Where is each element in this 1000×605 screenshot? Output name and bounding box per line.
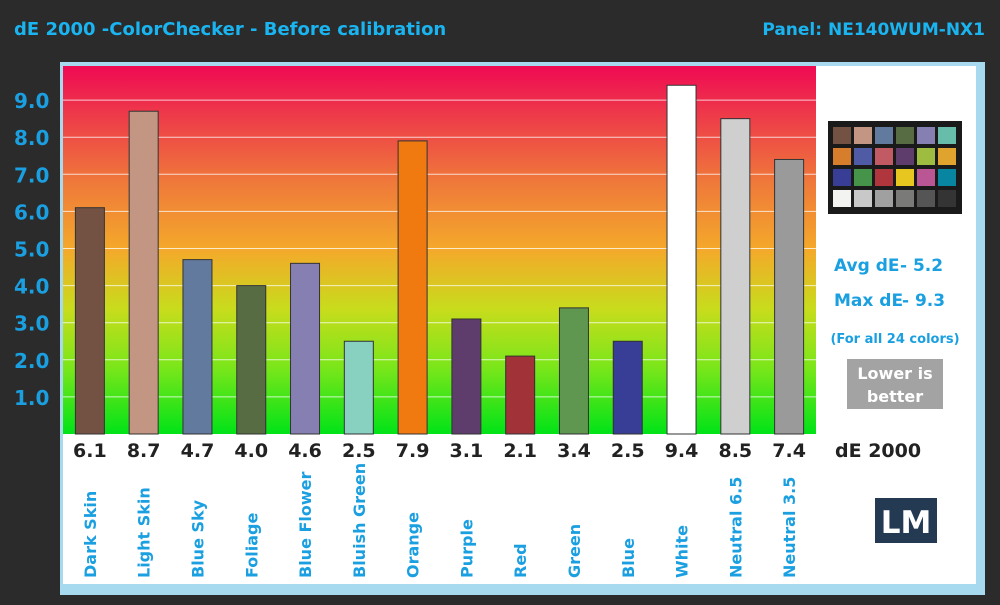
bar-value-label: 8.7 — [127, 440, 161, 462]
colorchecker-swatch — [875, 148, 893, 165]
colorchecker-swatch — [896, 127, 914, 144]
category-label: Blue Flower — [296, 471, 315, 578]
avg-de-value: - 5.2 — [900, 256, 943, 276]
category-label: Blue Sky — [188, 499, 207, 578]
colorchecker-swatch — [833, 148, 851, 165]
value-labels: 6.1 8.7 4.7 4.0 4.6 2.5 7.9 3.1 2.1 3.4 2.5 9.4 8.5 7… — [73, 440, 806, 462]
colorchecker-swatch — [938, 148, 956, 165]
bar-value-label: 4.6 — [288, 440, 322, 462]
colorchecker-swatch — [896, 169, 914, 186]
bar — [720, 118, 751, 435]
bar-value-label: 2.5 — [342, 440, 376, 462]
bar — [182, 259, 213, 435]
x-axis-label: dE 2000 — [835, 440, 921, 462]
bar-value-label: 4.7 — [181, 440, 215, 462]
bar-value-label: 7.9 — [396, 440, 430, 462]
bar-value-label: 4.0 — [234, 440, 268, 462]
bar-value-label: 8.5 — [718, 440, 752, 462]
colorchecker-swatches — [833, 127, 956, 207]
logo-badge — [875, 498, 937, 543]
y-tick-label: 2.0 — [14, 349, 49, 373]
bar — [666, 84, 697, 435]
colorchecker-swatch — [917, 190, 935, 207]
lower-is-better-line2: better — [867, 387, 923, 406]
colorchecker-swatch — [938, 127, 956, 144]
category-label: Purple — [457, 519, 476, 578]
category-label: Light Skin — [135, 487, 154, 578]
panel-label: Panel: NE140WUM-NX1 — [762, 20, 985, 40]
category-label: Neutral 3.5 — [780, 477, 799, 578]
bar — [612, 340, 643, 435]
bar-value-label: 2.1 — [503, 440, 537, 462]
y-axis-ticks: 1.0 2.0 3.0 4.0 5.0 6.0 7.0 8.0 9.0 — [14, 89, 49, 410]
category-label: White — [673, 525, 692, 578]
bar — [558, 307, 589, 435]
bar-value-label: 6.1 — [73, 440, 107, 462]
bar-value-label: 3.1 — [450, 440, 484, 462]
category-label: Orange — [404, 512, 423, 578]
bar — [236, 285, 267, 435]
colorchecker-swatch — [875, 190, 893, 207]
colorchecker-swatch — [896, 190, 914, 207]
colorchecker-swatch — [854, 190, 872, 207]
y-tick-label: 8.0 — [14, 126, 49, 150]
colorchecker-swatch — [896, 148, 914, 165]
bar — [290, 262, 321, 435]
bar — [451, 318, 482, 435]
plot-area — [63, 66, 816, 434]
bars — [74, 84, 805, 435]
logo-text: LM — [881, 505, 932, 541]
colorchecker-swatch — [875, 127, 893, 144]
bar-value-label: 7.4 — [772, 440, 806, 462]
category-label: Foliage — [242, 513, 261, 578]
colorchecker-swatch — [938, 169, 956, 186]
category-label: Neutral 6.5 — [726, 477, 745, 578]
y-tick-label: 7.0 — [14, 163, 49, 187]
colorchecker-swatch — [938, 190, 956, 207]
avg-de-label: Avg dE — [834, 256, 900, 276]
colorchecker-swatch — [833, 169, 851, 186]
category-label: Dark Skin — [81, 491, 100, 578]
y-tick-label: 4.0 — [14, 275, 49, 299]
colorchecker-swatch — [854, 127, 872, 144]
y-tick-label: 1.0 — [14, 386, 49, 410]
chart-title: dE 2000 -ColorChecker - Before calibrati… — [14, 19, 446, 40]
colorchecker-swatch — [854, 148, 872, 165]
bar-value-label: 9.4 — [665, 440, 699, 462]
lower-is-better-box — [847, 359, 943, 409]
colorchecker-swatch — [917, 148, 935, 165]
bar-value-label: 2.5 — [611, 440, 645, 462]
bar — [128, 110, 159, 435]
y-tick-label: 3.0 — [14, 312, 49, 336]
bar — [774, 158, 805, 435]
colorchecker-swatch — [833, 190, 851, 207]
max-de-value: - 9.3 — [902, 291, 945, 311]
colorchecker-swatch — [854, 169, 872, 186]
bar-value-label: 3.4 — [557, 440, 591, 462]
bar — [74, 207, 105, 435]
bar — [397, 140, 428, 435]
y-tick-label: 6.0 — [14, 200, 49, 224]
y-tick-label: 5.0 — [14, 238, 49, 262]
y-tick-label: 9.0 — [14, 89, 49, 113]
category-label: Blue — [619, 538, 638, 578]
bar — [343, 340, 374, 435]
lower-is-better-line1: Lower is — [857, 364, 932, 383]
colorchecker-swatch — [833, 127, 851, 144]
colorchecker-swatch — [917, 127, 935, 144]
bar — [505, 355, 536, 435]
category-labels: Dark Skin Light Skin Blue Sky Foliage Blue F… — [81, 463, 799, 578]
category-label: Red — [511, 543, 530, 578]
colorchecker-swatch — [917, 169, 935, 186]
colors-note: (For all 24 colors) — [830, 332, 959, 347]
category-label: Green — [565, 524, 584, 578]
colorchecker-swatch — [875, 169, 893, 186]
max-de-label: Max dE — [834, 291, 903, 311]
category-label: Bluish Green — [350, 463, 369, 578]
